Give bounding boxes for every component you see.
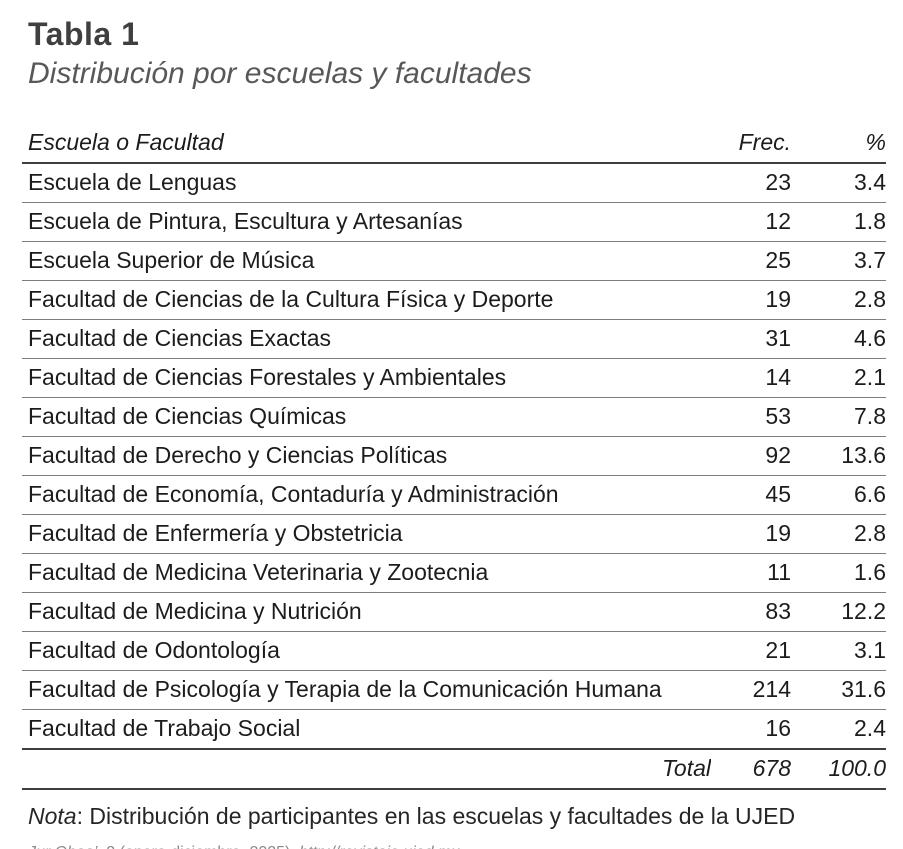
table-row: Escuela de Lenguas 23 3.4	[22, 163, 886, 203]
cell-percent: 2.4	[791, 709, 886, 750]
cell-frec: 31	[711, 319, 791, 359]
journal-footer: Jur Obaa’, 2 (enero-diciembre, 2025), ht…	[28, 844, 884, 849]
cell-percent: 2.8	[791, 514, 886, 554]
note-label: Nota	[28, 803, 77, 829]
cell-escuela: Escuela de Lenguas	[22, 163, 711, 203]
cell-percent: 12.2	[791, 592, 886, 632]
table-row: Escuela Superior de Música 25 3.7	[22, 241, 886, 281]
cell-frec: 83	[711, 592, 791, 632]
table-row: Facultad de Ciencias de la Cultura Físic…	[22, 280, 886, 320]
table-note: Nota: Distribución de participantes en l…	[28, 803, 884, 830]
cell-percent: 4.6	[791, 319, 886, 359]
cell-percent: 31.6	[791, 670, 886, 710]
cell-escuela: Facultad de Ciencias Químicas	[22, 397, 711, 437]
cell-escuela: Facultad de Medicina Veterinaria y Zoote…	[22, 553, 711, 593]
column-header-frec: Frec.	[711, 124, 791, 164]
cell-escuela: Facultad de Ciencias de la Cultura Físic…	[22, 280, 711, 320]
cell-frec: 23	[711, 163, 791, 203]
cell-frec: 25	[711, 241, 791, 281]
cell-percent: 1.6	[791, 553, 886, 593]
table-row: Facultad de Enfermería y Obstetricia 19 2.…	[22, 514, 886, 554]
total-label: Total	[22, 749, 711, 790]
distribution-table: Escuela o Facultad Frec. % Escuela de Le…	[22, 124, 886, 790]
cell-escuela: Facultad de Medicina y Nutrición	[22, 592, 711, 632]
cell-frec: 12	[711, 202, 791, 242]
cell-escuela: Facultad de Trabajo Social	[22, 709, 711, 750]
table-row: Facultad de Psicología y Terapia de la C…	[22, 670, 886, 710]
table-row: Escuela de Pintura, Escultura y Artesaní…	[22, 202, 886, 242]
cell-escuela: Escuela Superior de Música	[22, 241, 711, 281]
cell-escuela: Facultad de Enfermería y Obstetricia	[22, 514, 711, 554]
cell-escuela: Escuela de Pintura, Escultura y Artesaní…	[22, 202, 711, 242]
cell-frec: 21	[711, 631, 791, 671]
table-subtitle: Distribución por escuelas y facultades	[28, 57, 532, 90]
table-header-row: Escuela o Facultad Frec. %	[22, 124, 886, 164]
cell-frec: 45	[711, 475, 791, 515]
table-row: Facultad de Ciencias Forestales y Ambien…	[22, 358, 886, 398]
cell-percent: 6.6	[791, 475, 886, 515]
total-frec-value: 678	[711, 749, 791, 790]
cell-escuela: Facultad de Psicología y Terapia de la C…	[22, 670, 711, 710]
journal-url: http://revistajo.ujed.mx	[299, 844, 459, 849]
cell-escuela: Facultad de Odontología	[22, 631, 711, 671]
cell-frec: 19	[711, 514, 791, 554]
table-row: Facultad de Ciencias Exactas 31 4.6	[22, 319, 886, 359]
cell-percent: 2.1	[791, 358, 886, 398]
column-header-percent: %	[791, 124, 886, 164]
cell-frec: 53	[711, 397, 791, 437]
cell-percent: 13.6	[791, 436, 886, 476]
cell-frec: 214	[711, 670, 791, 710]
cell-frec: 92	[711, 436, 791, 476]
total-row: Total 678 100.0	[22, 749, 886, 790]
table-row: Facultad de Odontología 21 3.1	[22, 631, 886, 671]
note-text: : Distribución de participantes en las e…	[76, 803, 796, 829]
cell-percent: 1.8	[791, 202, 886, 242]
total-percent-value: 100.0	[791, 749, 886, 790]
table-row: Facultad de Economía, Contaduría y Admin…	[22, 475, 886, 515]
table-row: Facultad de Medicina y Nutrición 83 12.2	[22, 592, 886, 632]
journal-issue: 2 (enero-diciembre, 2025),	[106, 844, 299, 849]
cell-frec: 11	[711, 553, 791, 593]
table-row: Facultad de Trabajo Social 16 2.4	[22, 709, 886, 750]
table-row: Facultad de Derecho y Ciencias Políticas…	[22, 436, 886, 476]
table-title: Tabla 1	[28, 16, 140, 52]
cell-frec: 14	[711, 358, 791, 398]
cell-escuela: Facultad de Economía, Contaduría y Admin…	[22, 475, 711, 515]
cell-percent: 3.4	[791, 163, 886, 203]
column-header-escuela: Escuela o Facultad	[22, 124, 711, 164]
table-row: Facultad de Ciencias Químicas 53 7.8	[22, 397, 886, 437]
cell-frec: 19	[711, 280, 791, 320]
cell-percent: 3.1	[791, 631, 886, 671]
table-row: Facultad de Medicina Veterinaria y Zoote…	[22, 553, 886, 593]
cell-frec: 16	[711, 709, 791, 750]
cell-escuela: Facultad de Derecho y Ciencias Políticas	[22, 436, 711, 476]
cell-escuela: Facultad de Ciencias Exactas	[22, 319, 711, 359]
cell-percent: 3.7	[791, 241, 886, 281]
cell-escuela: Facultad de Ciencias Forestales y Ambien…	[22, 358, 711, 398]
cell-percent: 7.8	[791, 397, 886, 437]
cell-percent: 2.8	[791, 280, 886, 320]
journal-name: Jur Obaa’,	[28, 844, 106, 849]
